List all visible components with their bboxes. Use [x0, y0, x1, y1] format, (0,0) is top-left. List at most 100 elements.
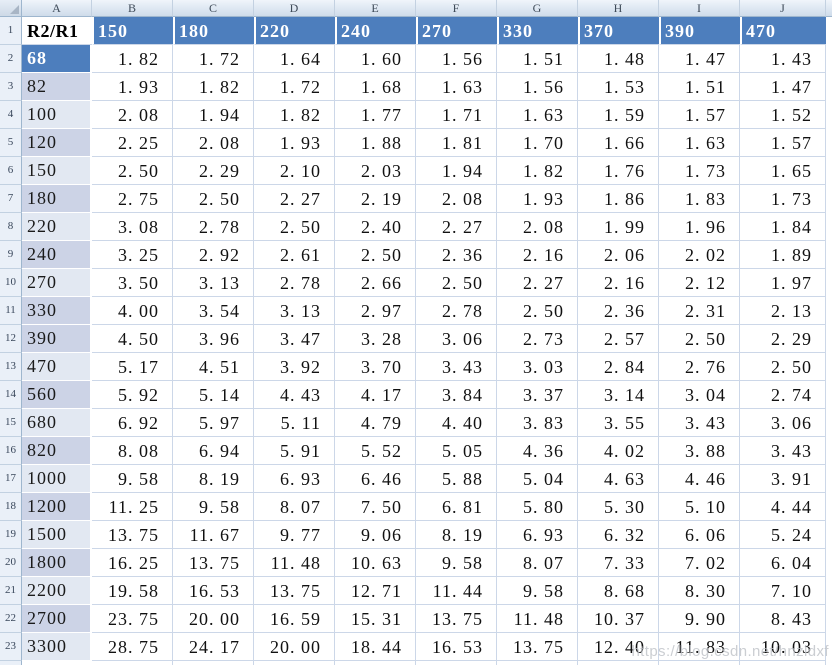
cell-A8[interactable]: 220	[22, 213, 92, 241]
cell-A5[interactable]: 120	[22, 129, 92, 157]
cell-D20[interactable]: 11. 48	[254, 549, 335, 577]
cell-D22[interactable]: 16. 59	[254, 605, 335, 633]
row-header-6[interactable]: 6	[0, 157, 22, 185]
cell-B6[interactable]: 2. 50	[92, 157, 173, 185]
cell-I8[interactable]: 1. 96	[659, 213, 740, 241]
cell-F1[interactable]: 270	[416, 17, 497, 45]
cell-D17[interactable]: 6. 93	[254, 465, 335, 493]
cell-E1[interactable]: 240	[335, 17, 416, 45]
cell-I19[interactable]: 6. 06	[659, 521, 740, 549]
cell-J10[interactable]: 1. 97	[740, 269, 826, 297]
cell-H16[interactable]: 4. 02	[578, 437, 659, 465]
cell-C8[interactable]: 2. 78	[173, 213, 254, 241]
cell-H4[interactable]: 1. 59	[578, 101, 659, 129]
cell-J23[interactable]: 10. 03	[740, 633, 826, 661]
cell-J16[interactable]: 3. 43	[740, 437, 826, 465]
cell-E11[interactable]: 2. 97	[335, 297, 416, 325]
cell-J20[interactable]: 6. 04	[740, 549, 826, 577]
cell-G10[interactable]: 2. 27	[497, 269, 578, 297]
cell-A6[interactable]: 150	[22, 157, 92, 185]
cell-I21[interactable]: 8. 30	[659, 577, 740, 605]
cell-C16[interactable]: 6. 94	[173, 437, 254, 465]
cell-I10[interactable]: 2. 12	[659, 269, 740, 297]
cell-J14[interactable]: 2. 74	[740, 381, 826, 409]
cell-F2[interactable]: 1. 56	[416, 45, 497, 73]
cell-F3[interactable]: 1. 63	[416, 73, 497, 101]
cell-G13[interactable]: 3. 03	[497, 353, 578, 381]
column-header-I[interactable]: I	[659, 0, 740, 17]
cell-A23[interactable]: 3300	[22, 633, 92, 661]
cell-A4[interactable]: 100	[22, 101, 92, 129]
cell-J2[interactable]: 1. 43	[740, 45, 826, 73]
cell-B23[interactable]: 28. 75	[92, 633, 173, 661]
row-header-3[interactable]: 3	[0, 73, 22, 101]
cell-B19[interactable]: 13. 75	[92, 521, 173, 549]
cell-E4[interactable]: 1. 77	[335, 101, 416, 129]
cell-A16[interactable]: 820	[22, 437, 92, 465]
cell-G14[interactable]: 3. 37	[497, 381, 578, 409]
cell-D9[interactable]: 2. 61	[254, 241, 335, 269]
cell-F10[interactable]: 2. 50	[416, 269, 497, 297]
cell-I17[interactable]: 4. 46	[659, 465, 740, 493]
cell-I22[interactable]: 9. 90	[659, 605, 740, 633]
cell-D14[interactable]: 4. 43	[254, 381, 335, 409]
cell-A14[interactable]: 560	[22, 381, 92, 409]
cell-F23[interactable]: 16. 53	[416, 633, 497, 661]
cell-G6[interactable]: 1. 82	[497, 157, 578, 185]
cell-F11[interactable]: 2. 78	[416, 297, 497, 325]
cell-J7[interactable]: 1. 73	[740, 185, 826, 213]
cell-I16[interactable]: 3. 88	[659, 437, 740, 465]
cell-J8[interactable]: 1. 84	[740, 213, 826, 241]
cell-I13[interactable]: 2. 76	[659, 353, 740, 381]
cell-I12[interactable]: 2. 50	[659, 325, 740, 353]
cell-I14[interactable]: 3. 04	[659, 381, 740, 409]
cell-D18[interactable]: 8. 07	[254, 493, 335, 521]
cell-H22[interactable]: 10. 37	[578, 605, 659, 633]
cell-H6[interactable]: 1. 76	[578, 157, 659, 185]
cell-C14[interactable]: 5. 14	[173, 381, 254, 409]
cell-G7[interactable]: 1. 93	[497, 185, 578, 213]
cell-F8[interactable]: 2. 27	[416, 213, 497, 241]
cell-E7[interactable]: 2. 19	[335, 185, 416, 213]
column-header-H[interactable]: H	[578, 0, 659, 17]
cell-E21[interactable]: 12. 71	[335, 577, 416, 605]
cell-C6[interactable]: 2. 29	[173, 157, 254, 185]
row-header-15[interactable]: 15	[0, 409, 22, 437]
cell-B16[interactable]: 8. 08	[92, 437, 173, 465]
cell-B1[interactable]: 150	[92, 17, 173, 45]
cell-A17[interactable]: 1000	[22, 465, 92, 493]
cell-A7[interactable]: 180	[22, 185, 92, 213]
row-header-9[interactable]: 9	[0, 241, 22, 269]
cell-D11[interactable]: 3. 13	[254, 297, 335, 325]
cell-C2[interactable]: 1. 72	[173, 45, 254, 73]
cell-B21[interactable]: 19. 58	[92, 577, 173, 605]
cell-F20[interactable]: 9. 58	[416, 549, 497, 577]
cell-A10[interactable]: 270	[22, 269, 92, 297]
cell-D6[interactable]: 2. 10	[254, 157, 335, 185]
cell-I3[interactable]: 1. 51	[659, 73, 740, 101]
cell-I20[interactable]: 7. 02	[659, 549, 740, 577]
cell-F15[interactable]: 4. 40	[416, 409, 497, 437]
cell-E6[interactable]: 2. 03	[335, 157, 416, 185]
cell-E23[interactable]: 18. 44	[335, 633, 416, 661]
row-header-1[interactable]: 1	[0, 17, 22, 45]
select-all-button[interactable]	[0, 0, 22, 17]
cell-H15[interactable]: 3. 55	[578, 409, 659, 437]
cell-F22[interactable]: 13. 75	[416, 605, 497, 633]
cell-H12[interactable]: 2. 57	[578, 325, 659, 353]
cell-E14[interactable]: 4. 17	[335, 381, 416, 409]
cell-H5[interactable]: 1. 66	[578, 129, 659, 157]
cell-H14[interactable]: 3. 14	[578, 381, 659, 409]
cell-A18[interactable]: 1200	[22, 493, 92, 521]
cell-H2[interactable]: 1. 48	[578, 45, 659, 73]
cell-B10[interactable]: 3. 50	[92, 269, 173, 297]
cell-C20[interactable]: 13. 75	[173, 549, 254, 577]
cell-C11[interactable]: 3. 54	[173, 297, 254, 325]
cell-F6[interactable]: 1. 94	[416, 157, 497, 185]
cell-A20[interactable]: 1800	[22, 549, 92, 577]
cell-A9[interactable]: 240	[22, 241, 92, 269]
row-header-13[interactable]: 13	[0, 353, 22, 381]
cell-C1[interactable]: 180	[173, 17, 254, 45]
cell-A1[interactable]: R2/R1	[22, 17, 92, 45]
cell-F19[interactable]: 8. 19	[416, 521, 497, 549]
